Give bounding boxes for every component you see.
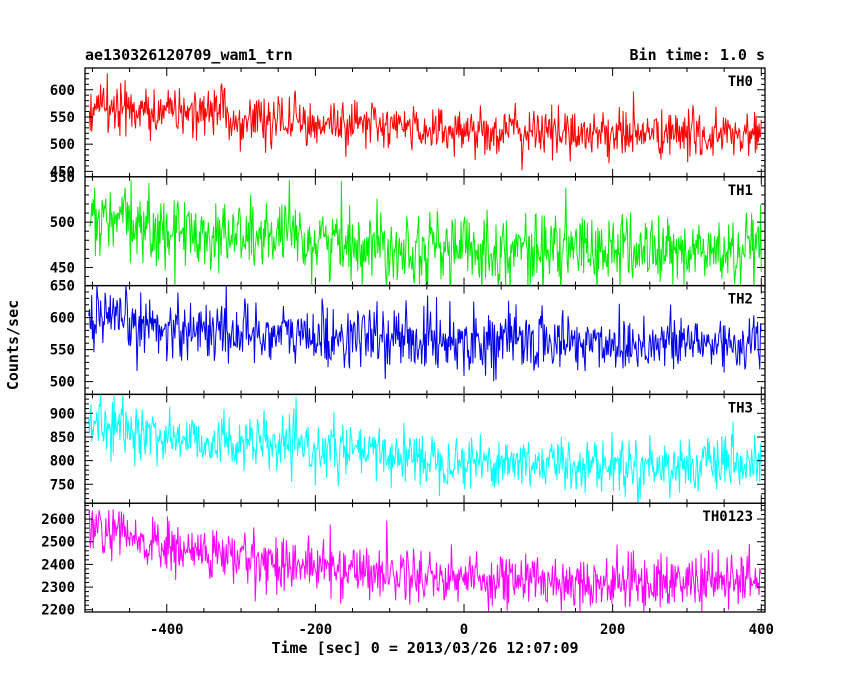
panel-label-th2: TH2: [728, 292, 753, 308]
panel-th1: 450 500 550 TH1: [50, 170, 766, 287]
y-tick-label: 900: [50, 406, 75, 422]
y-tick-label: 2600: [41, 512, 75, 528]
y-tick-label: 850: [50, 430, 75, 446]
panel-label-th1: TH1: [728, 183, 753, 199]
y-tick-label: 450: [50, 260, 75, 276]
y-tick-label: 650: [50, 279, 75, 295]
bin-time-label: Bin time: 1.0 s: [630, 46, 765, 64]
x-tick-label: 0: [460, 622, 468, 638]
panel-th0123: 2200 2300 2400 2500 2600 TH0123: [41, 502, 766, 619]
panel-label-th0123: TH0123: [702, 509, 753, 525]
y-tick-label: 450: [50, 164, 75, 180]
panel-frame: [84, 393, 766, 504]
chart-title: ae130326120709_wam1_trn: [85, 46, 293, 64]
y-tick-label: 550: [50, 343, 75, 359]
panel-label-th0: TH0: [728, 74, 753, 90]
panel-th0: 450 500 550 600 TH0: [50, 67, 766, 180]
y-tick-label: 500: [50, 215, 75, 231]
y-tick-label: 800: [50, 454, 75, 470]
y-tick-label: 500: [50, 137, 75, 153]
y-tick-label: 500: [50, 375, 75, 391]
x-tick-label: 400: [749, 622, 774, 638]
y-tick-label: 600: [50, 311, 75, 327]
series-th2: [88, 285, 762, 382]
panel-th3: 750 800 850 900 TH3: [50, 393, 766, 504]
y-tick-label: 750: [50, 477, 75, 493]
y-tick-label: 2400: [41, 557, 75, 573]
x-tick-label: -400: [150, 622, 184, 638]
y-tick-label: 550: [50, 110, 75, 126]
series-th1: [88, 179, 762, 286]
panel-frame: [84, 502, 766, 613]
y-tick-label: 600: [50, 83, 75, 99]
series-th0: [88, 73, 762, 171]
x-axis: -400 -200 0 200 400: [150, 622, 774, 638]
x-tick-label: 200: [600, 622, 625, 638]
panels-group: 450 500 550 600 TH0 450 500 550 TH1 500 550 600 650 T…: [41, 67, 766, 619]
x-axis-title: Time [sec] 0 = 2013/03/26 12:07:09: [271, 639, 578, 657]
panel-label-th3: TH3: [728, 400, 753, 416]
series-th3: [88, 394, 762, 504]
y-tick-label: 550: [50, 170, 75, 186]
y-tick-label: 2300: [41, 580, 75, 596]
y-axis-title: Counts/sec: [4, 300, 22, 390]
y-tick-label: 2500: [41, 535, 75, 551]
panel-th2: 500 550 600 650 TH2: [50, 279, 766, 396]
x-tick-label: -200: [299, 622, 333, 638]
series-th0123: [88, 509, 762, 613]
y-tick-label: 2200: [41, 603, 75, 619]
